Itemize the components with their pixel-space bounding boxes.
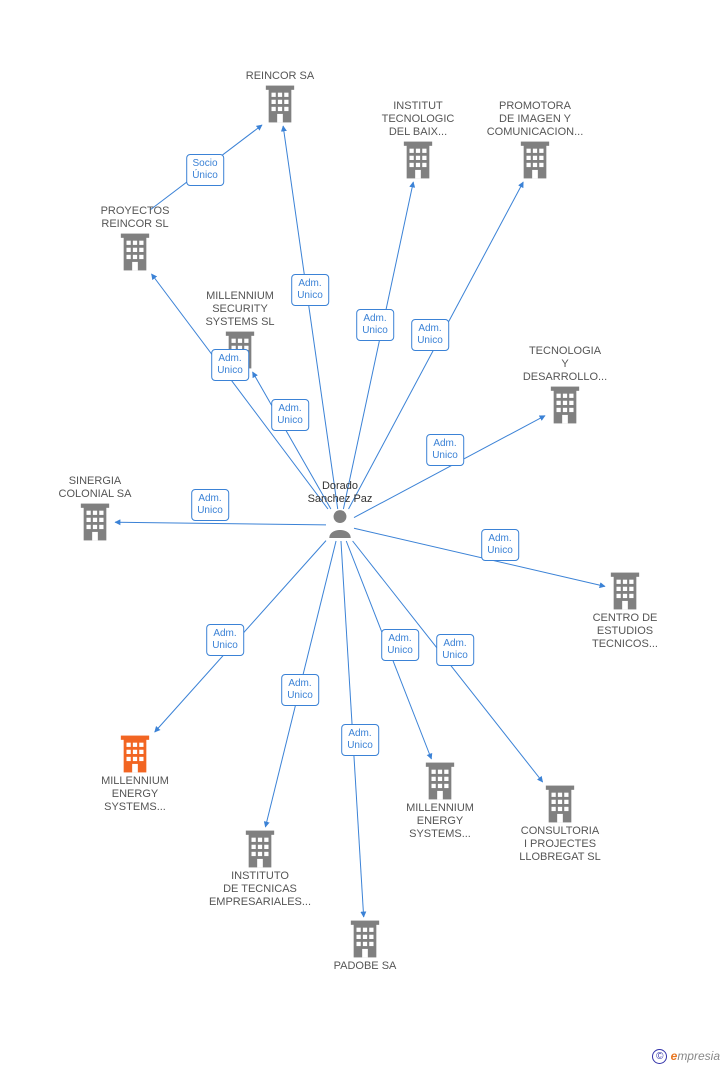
company-label: MILLENNIUM ENERGY SYSTEMS... bbox=[75, 775, 195, 814]
edge-label: Adm.Unico bbox=[481, 529, 519, 561]
building-icon bbox=[118, 233, 152, 271]
copyright-icon: © bbox=[652, 1049, 667, 1064]
building-icon bbox=[243, 830, 277, 868]
company-node: INSTITUT TECNOLOGIC DEL BAIX... bbox=[358, 100, 478, 179]
edge-label: Adm.Unico bbox=[206, 624, 244, 656]
edge-label: Adm.Unico bbox=[191, 489, 229, 521]
building-icon bbox=[548, 386, 582, 424]
company-node: REINCOR SA bbox=[220, 70, 340, 123]
building-icon bbox=[423, 762, 457, 800]
company-node: PROYECTOS REINCOR SL bbox=[75, 205, 195, 271]
building-icon bbox=[543, 785, 577, 823]
company-node: INSTITUTO DE TECNICAS EMPRESARIALES... bbox=[200, 830, 320, 909]
brand-rest: mpresia bbox=[677, 1049, 720, 1063]
company-label: INSTITUTO DE TECNICAS EMPRESARIALES... bbox=[200, 870, 320, 909]
company-node: MILLENNIUM ENERGY SYSTEMS... bbox=[75, 735, 195, 814]
edge-label: Adm.Unico bbox=[436, 634, 474, 666]
building-icon bbox=[263, 85, 297, 123]
company-label: REINCOR SA bbox=[220, 70, 340, 83]
edge-label: Adm.Unico bbox=[411, 319, 449, 351]
edge-label: Adm.Unico bbox=[381, 629, 419, 661]
company-label: CENTRO DE ESTUDIOS TECNICOS... bbox=[565, 612, 685, 651]
building-icon bbox=[348, 920, 382, 958]
company-node: CENTRO DE ESTUDIOS TECNICOS... bbox=[565, 572, 685, 651]
company-node: PROMOTORA DE IMAGEN Y COMUNICACION... bbox=[475, 100, 595, 179]
edge-label: Adm.Unico bbox=[211, 349, 249, 381]
company-label: MILLENNIUM ENERGY SYSTEMS... bbox=[380, 802, 500, 841]
building-icon bbox=[78, 503, 112, 541]
company-label: INSTITUT TECNOLOGIC DEL BAIX... bbox=[358, 100, 478, 139]
company-node: PADOBE SA bbox=[305, 920, 425, 973]
building-icon bbox=[118, 735, 152, 773]
edge-label: SocioÚnico bbox=[186, 154, 224, 186]
company-label: MILLENNIUM SECURITY SYSTEMS SL bbox=[180, 290, 300, 329]
company-label: TECNOLOGIA Y DESARROLLO... bbox=[505, 345, 625, 384]
company-node: TECNOLOGIA Y DESARROLLO... bbox=[505, 345, 625, 424]
edge-label: Adm.Unico bbox=[291, 274, 329, 306]
building-icon bbox=[401, 141, 435, 179]
edge-label: Adm.Unico bbox=[426, 434, 464, 466]
building-icon bbox=[608, 572, 642, 610]
person-icon bbox=[327, 508, 353, 538]
company-label: PROMOTORA DE IMAGEN Y COMUNICACION... bbox=[475, 100, 595, 139]
center-label: Dorado Sanchez Paz bbox=[280, 480, 400, 506]
company-node: CONSULTORIA I PROJECTES LLOBREGAT SL bbox=[500, 785, 620, 864]
building-icon bbox=[518, 141, 552, 179]
company-label: PADOBE SA bbox=[305, 960, 425, 973]
company-node: MILLENNIUM ENERGY SYSTEMS... bbox=[380, 762, 500, 841]
edge-label: Adm.Unico bbox=[271, 399, 309, 431]
edge-label: Adm.Unico bbox=[281, 674, 319, 706]
relation-edge bbox=[343, 182, 413, 509]
company-label: PROYECTOS REINCOR SL bbox=[75, 205, 195, 231]
edge-label: Adm.Unico bbox=[356, 309, 394, 341]
company-label: SINERGIA COLONIAL SA bbox=[35, 475, 155, 501]
company-node: SINERGIA COLONIAL SA bbox=[35, 475, 155, 541]
company-label: CONSULTORIA I PROJECTES LLOBREGAT SL bbox=[500, 825, 620, 864]
edge-label: Adm.Unico bbox=[341, 724, 379, 756]
footer: © empresia bbox=[652, 1049, 720, 1064]
center-person-node: Dorado Sanchez Paz bbox=[280, 480, 400, 543]
